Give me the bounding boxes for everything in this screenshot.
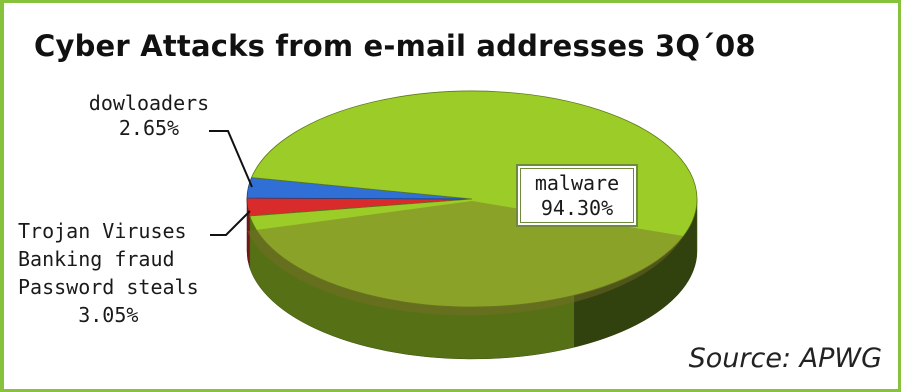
pie-top-shading — [247, 201, 684, 316]
slice-label-malware: malware 94.30% — [516, 164, 638, 227]
pie-chart — [209, 90, 698, 360]
slice-value-dowloaders: 2.65% — [118, 116, 180, 140]
pie-slice-malware — [249, 90, 698, 308]
slice-name-trojan-line-2: Banking fraud — [18, 247, 175, 271]
slice-name-malware: malware — [534, 171, 620, 195]
chart-title: Cyber Attacks from e-mail addresses 3Q´0… — [34, 29, 756, 63]
leader-line-dowloaders — [209, 130, 253, 188]
slice-name-trojan-line-1: Trojan Viruses — [18, 219, 187, 243]
chart-source: Source: APWG — [688, 343, 882, 374]
leader-line-trojan — [210, 210, 251, 236]
slice-name-dowloaders: dowloaders — [88, 91, 210, 115]
pie-side-shadow — [574, 204, 697, 348]
slice-name-trojan-line-3: Password steals — [18, 275, 199, 299]
pie-top — [246, 90, 698, 316]
slice-label-trojan: Trojan Viruses Banking fraud Password st… — [18, 217, 199, 329]
slice-value-malware: 94.30% — [540, 196, 614, 220]
slice-label-dowloaders: dowloaders 2.65% — [74, 91, 224, 141]
slice-value-trojan: 3.05% — [78, 303, 139, 327]
